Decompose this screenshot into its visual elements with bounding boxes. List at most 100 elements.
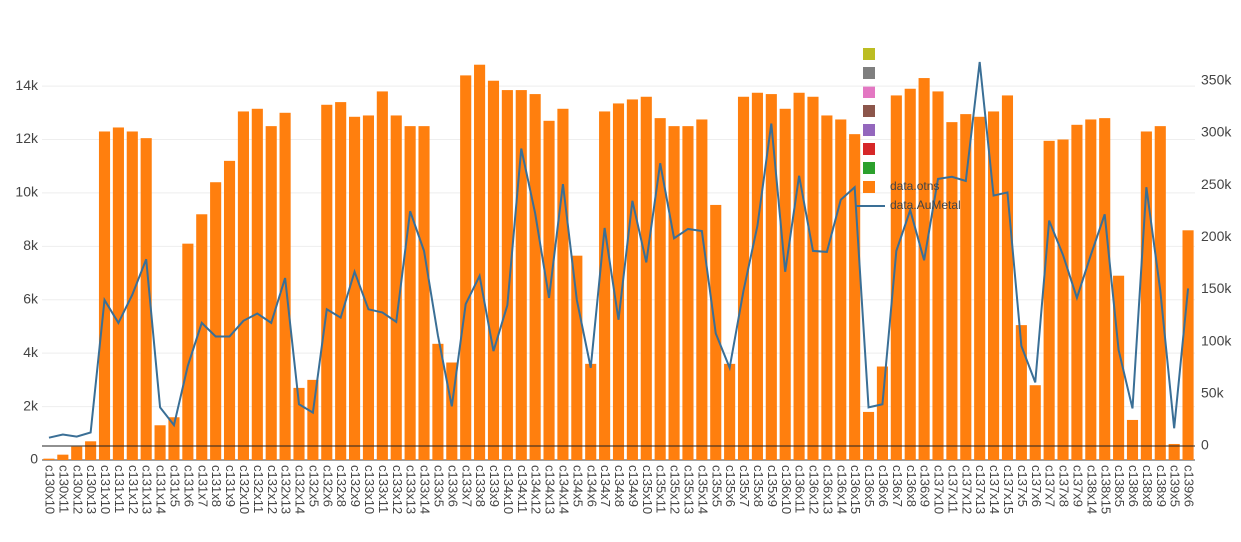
y2-tick-label: 0 — [1201, 437, 1209, 453]
x-tick-label: c134x14 — [556, 465, 571, 514]
bar — [821, 115, 833, 461]
y2-tick-label: 350k — [1201, 71, 1232, 87]
x-tick-label: c138x6 — [1126, 465, 1141, 507]
bar — [1182, 230, 1194, 460]
x-tick-label: c132x12 — [265, 465, 280, 514]
bar — [807, 96, 819, 460]
bar — [362, 115, 375, 461]
y-tick-label: 4k — [23, 344, 39, 360]
y2-tick-label: 300k — [1201, 124, 1232, 140]
bar — [654, 118, 666, 460]
bar — [112, 127, 124, 461]
bar — [835, 119, 847, 460]
x-tick-label: c131x12 — [126, 465, 141, 514]
x-tick-label: c136x15 — [848, 465, 863, 514]
bar — [724, 363, 736, 460]
x-tick-label: c130x12 — [70, 465, 85, 514]
legend-swatch — [863, 143, 875, 155]
bar — [765, 94, 777, 460]
x-tick-label: c133x9 — [487, 465, 502, 507]
x-tick-label: c137x11 — [945, 465, 960, 513]
bar — [932, 91, 944, 460]
x-tick-label: c135x9 — [765, 465, 780, 507]
bar — [349, 116, 361, 460]
bar — [321, 104, 333, 460]
bar — [182, 243, 194, 460]
x-tick-label: c132x8 — [334, 465, 349, 507]
x-tick-label: c135x12 — [668, 465, 683, 514]
x-tick-label: c138x15 — [1098, 465, 1113, 514]
x-tick-label: c138x14 — [1084, 465, 1099, 514]
bar — [890, 95, 902, 461]
bar — [376, 91, 388, 460]
x-tick-label: c132x10 — [237, 465, 252, 514]
x-tick-label: c133x10 — [362, 465, 377, 514]
x-tick-label: c136x10 — [779, 465, 794, 514]
bar — [335, 102, 347, 461]
x-tick-label: c137x12 — [959, 465, 974, 514]
x-tick-label: c135x7 — [737, 465, 752, 507]
x-tick-label: c138x9 — [1154, 465, 1169, 507]
x-tick-label: c136x8 — [904, 465, 919, 507]
bar — [1085, 119, 1097, 460]
y2-tick-label: 150k — [1201, 280, 1232, 296]
bar — [71, 446, 83, 460]
bar — [737, 96, 750, 460]
bar — [571, 255, 583, 460]
bar — [779, 108, 791, 461]
bar — [612, 103, 625, 460]
bar — [529, 94, 541, 460]
line — [48, 61, 1190, 439]
bar — [585, 363, 597, 460]
x-tick-label: c134x8 — [612, 465, 627, 507]
bar — [1113, 275, 1125, 460]
bar — [988, 111, 1000, 460]
bar — [487, 80, 500, 460]
x-tick-label: c131x5 — [168, 465, 183, 507]
x-tick-label: c133x12 — [390, 465, 405, 514]
bar — [557, 108, 569, 461]
x-tick-label: c136x13 — [820, 465, 835, 514]
bar — [1043, 140, 1055, 461]
bar — [960, 114, 972, 461]
x-tick-label: c133x6 — [445, 465, 460, 507]
x-tick-label: c139x6 — [1182, 465, 1197, 507]
bar — [460, 75, 472, 461]
x-tick-label: c135x14 — [695, 465, 710, 514]
bar — [626, 99, 638, 460]
x-tick-label: c134x6 — [584, 465, 599, 507]
bar — [599, 111, 611, 460]
x-tick-label: c135x13 — [682, 465, 697, 514]
x-tick-label: c135x10 — [640, 465, 655, 514]
x-tick-label: c136x12 — [807, 465, 822, 514]
bar — [418, 126, 430, 460]
x-tick-label: c135x6 — [723, 465, 738, 507]
x-tick-label: c131x7 — [195, 465, 210, 507]
bar — [640, 96, 652, 460]
x-tick-label: c136x11 — [793, 465, 808, 513]
bar — [85, 441, 97, 460]
y-tick-label: 8k — [23, 237, 39, 253]
x-tick-label: c130x11 — [56, 465, 71, 513]
y-tick-label: 0 — [30, 451, 38, 467]
y2-tick-label: 100k — [1201, 332, 1232, 348]
x-tick-label: c133x11 — [376, 465, 391, 513]
x-tick-label: c136x9 — [918, 465, 933, 507]
x-tick-label: c133x14 — [418, 465, 433, 514]
y2-tick-label: 50k — [1201, 385, 1225, 401]
y-tick-label: 6k — [23, 290, 39, 306]
x-tick-label: c134x9 — [626, 465, 641, 507]
bar — [1057, 139, 1069, 461]
x-tick-label: c135x11 — [654, 465, 669, 513]
bar — [265, 126, 277, 460]
x-tick-label: c134x5 — [570, 465, 585, 507]
bar — [862, 411, 875, 460]
bar — [237, 111, 249, 460]
bar — [904, 88, 916, 461]
x-tick-label: c131x9 — [223, 465, 238, 507]
bar — [1099, 118, 1111, 460]
x-tick-label: c133x13 — [404, 465, 419, 514]
bars — [43, 64, 1194, 461]
x-tick-label: c130x10 — [43, 465, 58, 514]
bar — [57, 454, 69, 460]
